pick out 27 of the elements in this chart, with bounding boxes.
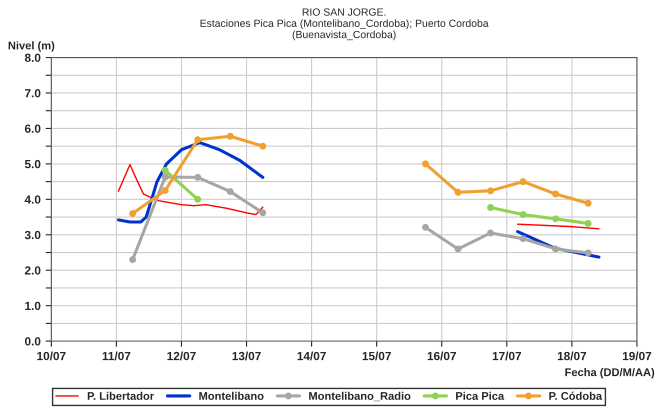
- x-tick-label: 17/07: [492, 352, 522, 360]
- y-tick-label: 5.0: [24, 160, 40, 168]
- chart-title: RIO SAN JORGE. Estaciones Pica Pica (Montelibano_Cordoba); Puerto Cordoba (Buenavista_Cordoba): [200, 8, 489, 40]
- legend-label: Montelibano: [199, 392, 264, 400]
- legend-label: Montelibano_Radio: [309, 392, 410, 402]
- x-tick-label: 19/07: [622, 352, 652, 360]
- x-tick-label: 16/07: [428, 352, 456, 360]
- x-tick-label: 10/07: [37, 352, 66, 360]
- x-tick-label: 18/07: [558, 352, 586, 360]
- x-tick-label: 13/07: [232, 352, 261, 360]
- x-axis-title: Fecha (DD/M/AA): [565, 368, 654, 378]
- x-tick-label: 11/07: [102, 352, 130, 360]
- legend-label: P. Libertador: [88, 392, 154, 400]
- x-tick-label: 14/07: [298, 352, 326, 360]
- legend-label: Pica Pica: [456, 392, 504, 400]
- y-tick-label: 8.0: [24, 54, 40, 62]
- y-tick-label: 7.0: [25, 89, 40, 98]
- y-tick-label: 6.0: [24, 124, 40, 133]
- y-axis-title: Nivel (m): [8, 41, 54, 52]
- y-tick-label: 4.0: [24, 195, 40, 204]
- y-tick-label: 3.0: [24, 230, 40, 240]
- legend-label: P. Códoba: [549, 392, 602, 400]
- x-tick-label: 12/07: [167, 352, 196, 360]
- y-tick-label: 0.0: [24, 337, 40, 346]
- y-tick-label: 2.0: [24, 266, 40, 275]
- y-tick-label: 1.0: [25, 302, 40, 310]
- x-tick-label: 15/07: [362, 352, 391, 360]
